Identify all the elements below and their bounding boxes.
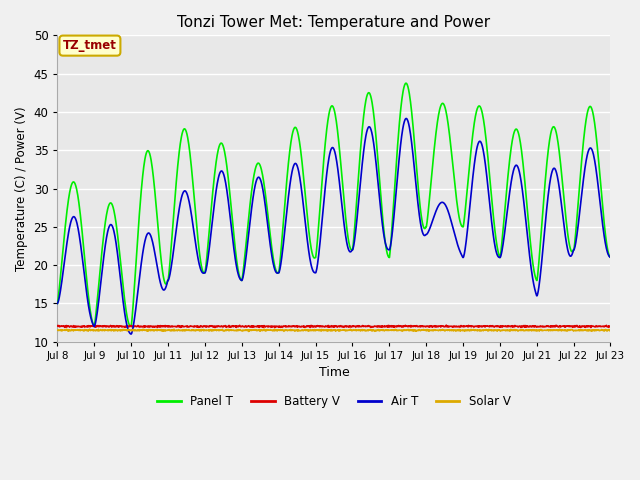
Y-axis label: Temperature (C) / Power (V): Temperature (C) / Power (V) <box>15 106 28 271</box>
X-axis label: Time: Time <box>319 366 349 379</box>
Title: Tonzi Tower Met: Temperature and Power: Tonzi Tower Met: Temperature and Power <box>177 15 490 30</box>
Text: TZ_tmet: TZ_tmet <box>63 39 117 52</box>
Legend: Panel T, Battery V, Air T, Solar V: Panel T, Battery V, Air T, Solar V <box>152 391 515 413</box>
